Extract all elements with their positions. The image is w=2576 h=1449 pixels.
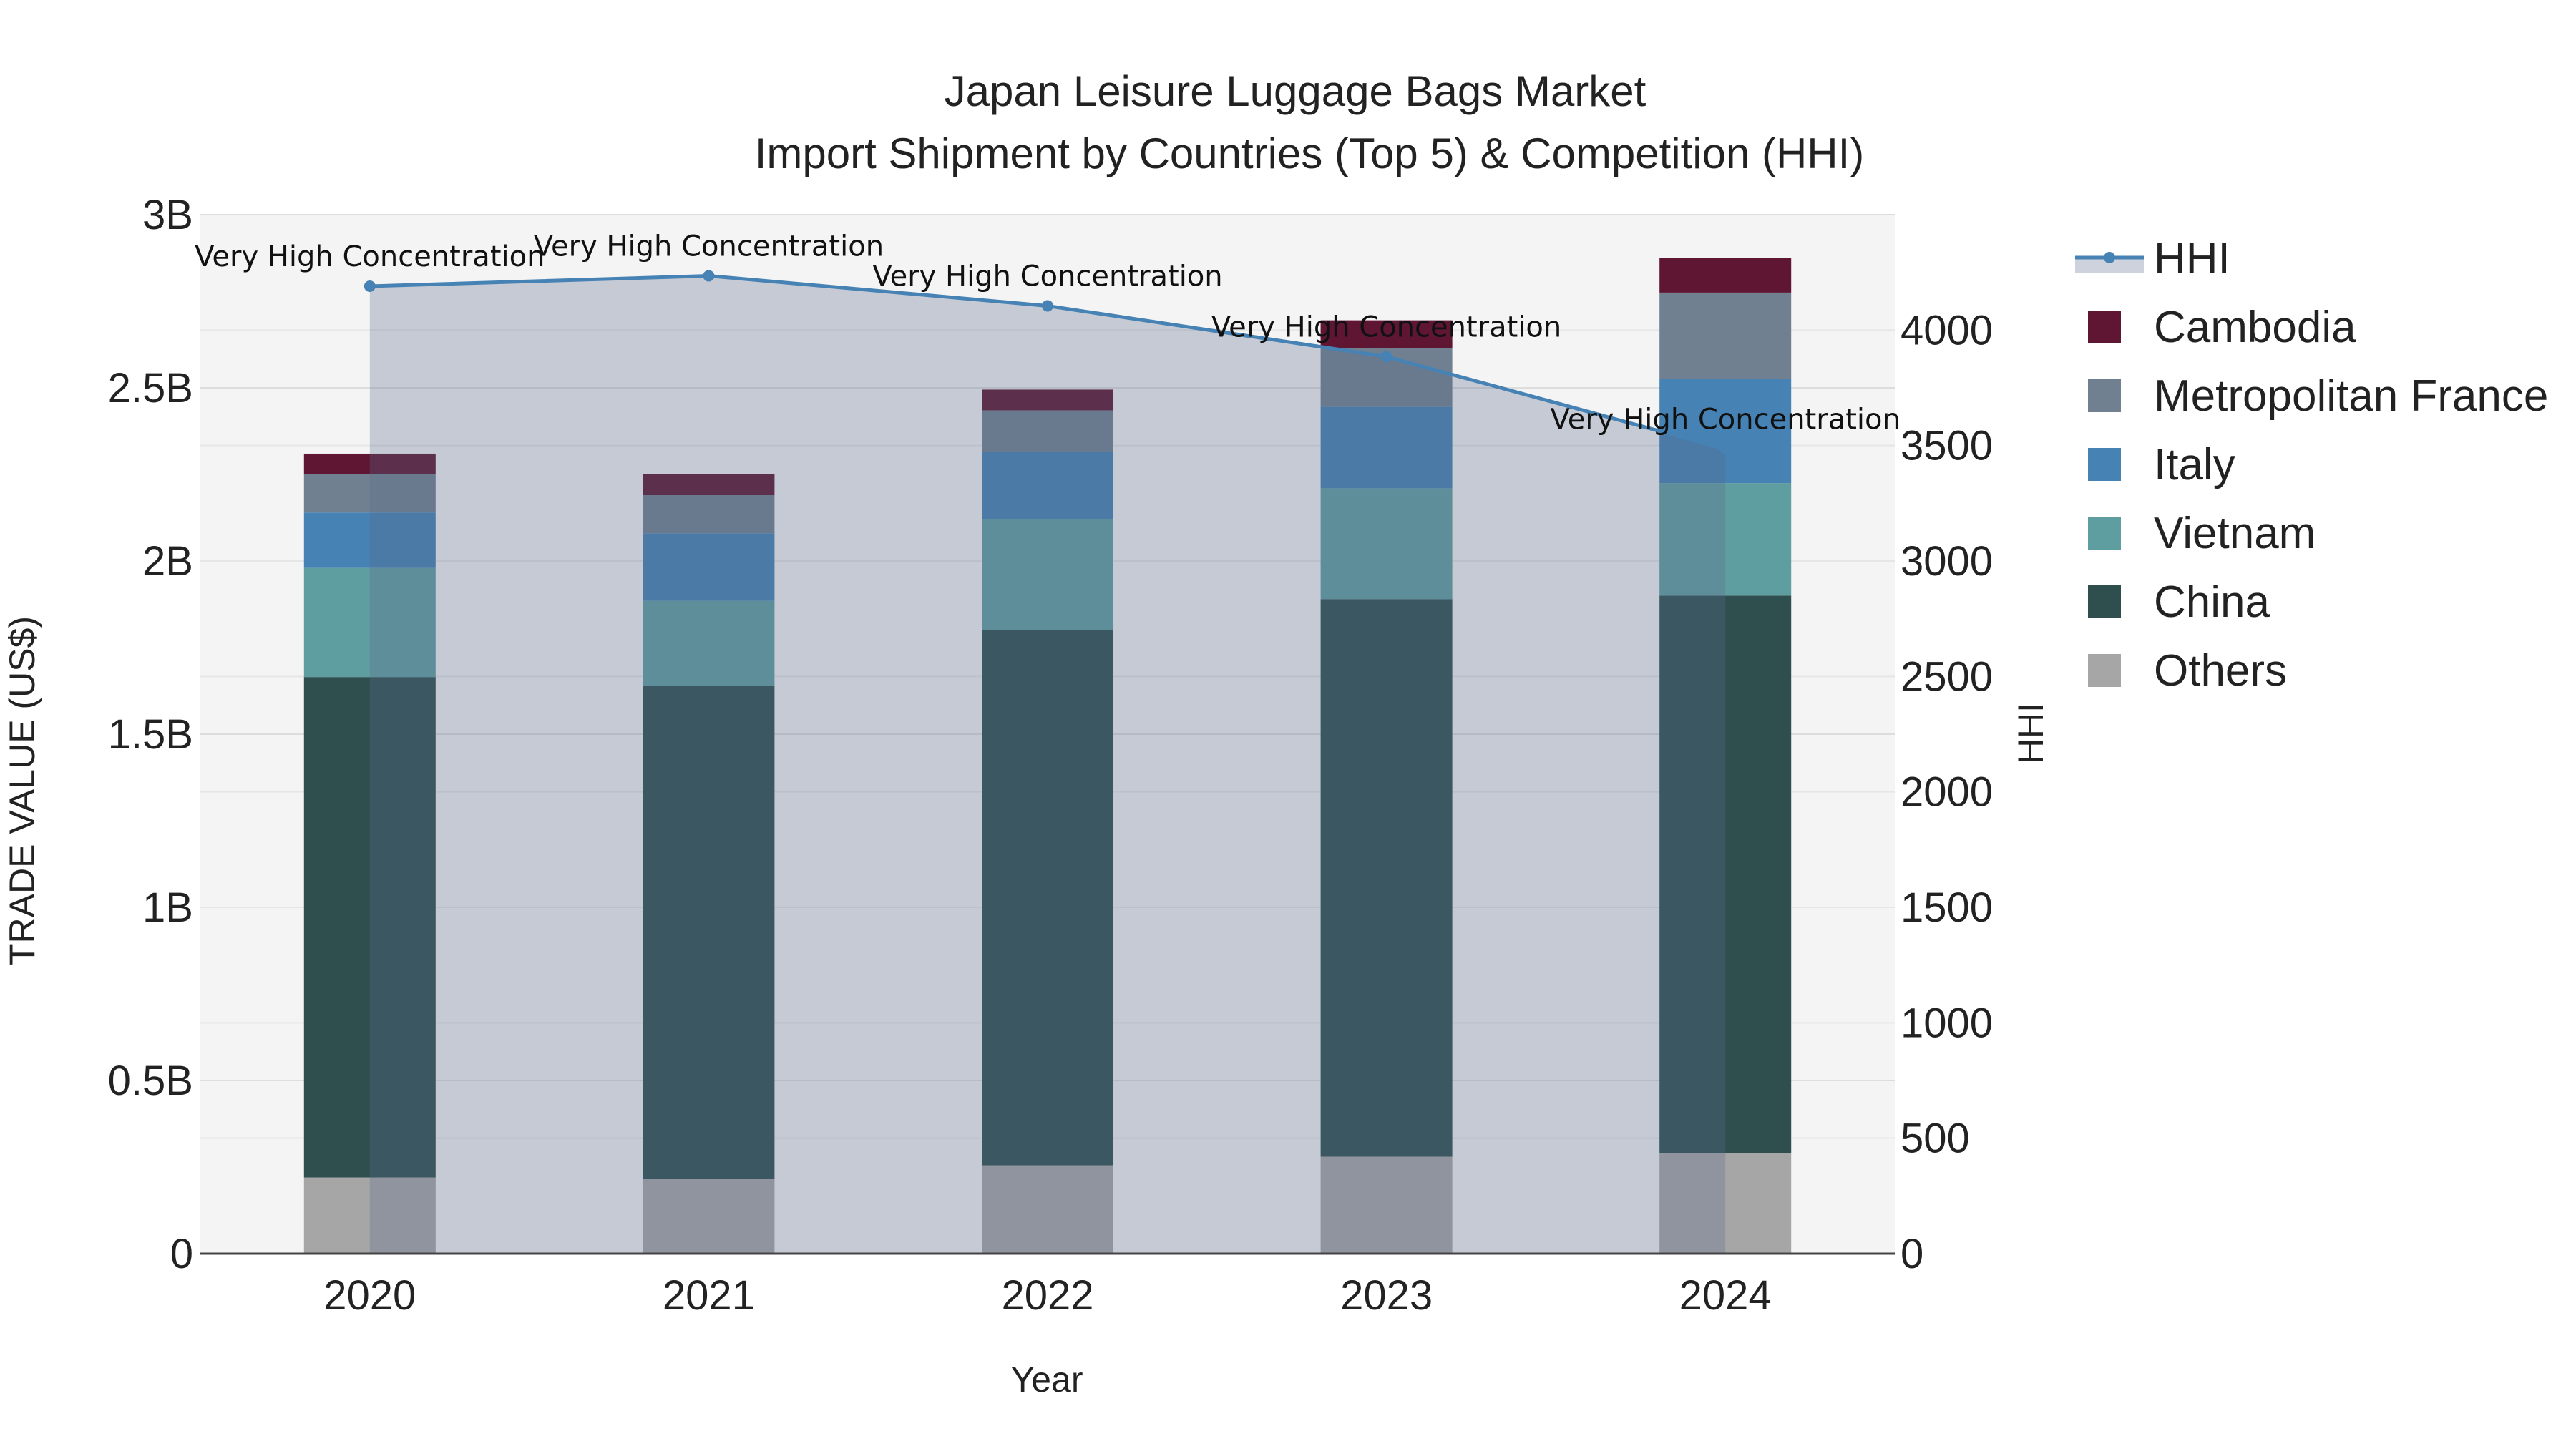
- x-tick-label: 2022: [1001, 1272, 1093, 1319]
- bar-others-2022: [982, 1165, 1113, 1254]
- legend: HHI Cambodia Metropolitan France Italy Vietn…: [2075, 234, 2548, 696]
- hhi-annotation-2020: Very High Concentration: [195, 240, 545, 273]
- y2-tick-label: 3000: [1901, 538, 1993, 585]
- bar-vietnam-2020: [303, 567, 436, 678]
- y2-tick-label: 1500: [1901, 884, 1993, 931]
- x-tick-label: 2021: [663, 1272, 755, 1319]
- bar-italy-2024: [1659, 379, 1792, 484]
- legend-label: Italy: [2154, 440, 2235, 489]
- hhi-annotation-2024: Very High Concentration: [1551, 404, 1901, 436]
- hhi-point-2024: [1719, 443, 1732, 455]
- legend-label: Others: [2154, 646, 2287, 696]
- legend-item-hhi: HHI: [2075, 234, 2230, 283]
- y-axis-title: TRADE VALUE (US$): [2, 616, 42, 965]
- legend-label: Cambodia: [2154, 303, 2356, 352]
- bar-cambodia-2024: [1659, 258, 1792, 293]
- bar-metropolitan-france-2021: [643, 495, 775, 534]
- bar-cambodia-2020: [303, 453, 436, 474]
- y-tick-label: 1B: [142, 884, 193, 931]
- legend-swatch: [2088, 585, 2121, 618]
- chart-title: Japan Leisure Luggage Bags Market: [945, 67, 1646, 115]
- bar-italy-2020: [303, 512, 436, 568]
- legend-label: HHI: [2154, 234, 2230, 283]
- y2-tick-label: 1000: [1901, 1000, 1993, 1046]
- hhi-annotation-2022: Very High Concentration: [872, 260, 1222, 293]
- y-tick-label: 0: [170, 1231, 193, 1277]
- x-tick-label: 2023: [1340, 1272, 1433, 1319]
- y-tick-label: 2.5B: [108, 365, 193, 411]
- legend-swatch-marker: [2104, 252, 2115, 263]
- y2-tick-label: 2000: [1901, 769, 1993, 816]
- bar-vietnam-2023: [1320, 488, 1453, 600]
- bar-italy-2021: [643, 533, 775, 601]
- hhi-point-2022: [1042, 300, 1053, 312]
- legend-swatch-area: [2075, 258, 2144, 273]
- hhi-area: [369, 275, 1726, 1254]
- legend-label: China: [2154, 577, 2270, 627]
- bar-vietnam-2024: [1659, 483, 1792, 596]
- legend-swatch: [2088, 654, 2121, 687]
- legend-swatch: [2088, 311, 2121, 343]
- legend-item-others: Others: [2088, 646, 2287, 696]
- bar-metropolitan-france-2022: [982, 410, 1113, 452]
- hhi-point-2020: [364, 280, 376, 293]
- legend-item-vietnam: Vietnam: [2088, 509, 2316, 558]
- y-tick-label: 3B: [142, 192, 193, 238]
- bar-metropolitan-france-2020: [303, 474, 436, 513]
- y2-tick-label: 4000: [1901, 307, 1993, 353]
- y2-axis-ticks: 0 500 1000 1500 2000 2500 3000 3500 4000: [1901, 307, 1993, 1277]
- legend-swatch: [2088, 379, 2121, 412]
- bar-others-2023: [1320, 1156, 1453, 1254]
- y-tick-label: 0.5B: [108, 1058, 193, 1104]
- y2-tick-label: 2500: [1901, 653, 1993, 700]
- legend-item-italy: Italy: [2088, 440, 2235, 489]
- bar-china-2024: [1659, 595, 1792, 1153]
- bar-vietnam-2021: [643, 600, 775, 686]
- bars: [303, 258, 1792, 1254]
- y2-axis-title: HHI: [2011, 703, 2051, 764]
- hhi-point-2023: [1380, 351, 1392, 363]
- bar-italy-2022: [982, 452, 1113, 519]
- bar-china-2023: [1320, 599, 1453, 1157]
- y-axis-ticks: 0 0.5B 1B 1.5B 2B 2.5B 3B: [108, 192, 193, 1277]
- legend-item-china: China: [2088, 577, 2270, 627]
- legend-label: Metropolitan France: [2154, 371, 2548, 421]
- y2-tick-label: 500: [1901, 1116, 1970, 1162]
- bar-cambodia-2023: [1320, 320, 1453, 348]
- y-tick-label: 1.5B: [108, 711, 193, 758]
- x-axis-ticks: 2020 2021 2022 2023 2024: [323, 1272, 1771, 1319]
- hhi-annotation-2021: Very High Concentration: [534, 230, 884, 263]
- bar-italy-2023: [1320, 406, 1453, 489]
- y2-tick-label: 3500: [1901, 423, 1993, 469]
- hhi-annotation-2023: Very High Concentration: [1211, 311, 1561, 343]
- y-tick-label: 2B: [142, 538, 193, 585]
- legend-swatch: [2088, 448, 2121, 481]
- bar-china-2022: [982, 630, 1113, 1166]
- bar-metropolitan-france-2024: [1659, 292, 1792, 379]
- legend-item-cambodia: Cambodia: [2088, 303, 2356, 352]
- hhi-point-2021: [703, 270, 715, 282]
- bar-others-2020: [303, 1177, 436, 1254]
- bar-others-2024: [1659, 1153, 1792, 1254]
- legend-item-metropolitan-france: Metropolitan France: [2088, 371, 2548, 421]
- chart-subtitle: Import Shipment by Countries (Top 5) & C…: [755, 130, 1865, 177]
- bar-others-2021: [643, 1179, 775, 1254]
- y2-tick-label: 0: [1901, 1231, 1923, 1277]
- bar-vietnam-2022: [982, 519, 1113, 630]
- bar-china-2021: [643, 686, 775, 1179]
- bar-cambodia-2021: [643, 474, 775, 496]
- legend-swatch: [2088, 517, 2121, 550]
- x-tick-label: 2024: [1679, 1272, 1772, 1319]
- bar-china-2020: [303, 677, 436, 1178]
- bar-cambodia-2022: [982, 389, 1113, 411]
- legend-label: Vietnam: [2154, 509, 2316, 558]
- x-tick-label: 2020: [323, 1272, 416, 1319]
- x-axis-title: Year: [1010, 1360, 1083, 1400]
